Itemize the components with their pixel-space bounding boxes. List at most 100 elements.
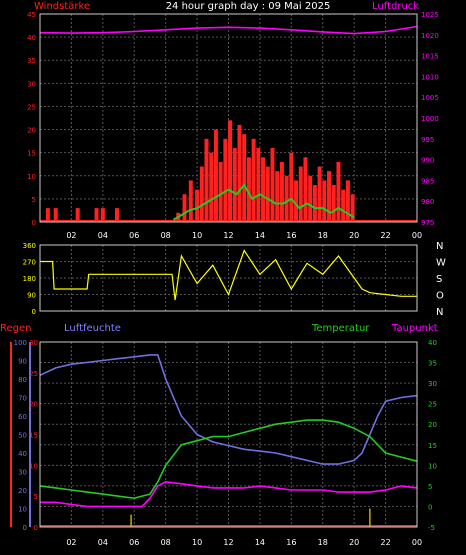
p3-xtick-22: 22 [380, 538, 390, 547]
p1-xtick-00: 00 [412, 231, 422, 240]
p3-xtick-08: 08 [161, 538, 171, 547]
wind-tick-25: 25 [27, 103, 36, 111]
p1-xtick-14: 14 [255, 231, 265, 240]
p3-xtick-16: 16 [286, 538, 296, 547]
temperature-line [39, 419, 418, 500]
humidity-tick-70: 70 [18, 395, 27, 403]
temp-tick-5: 5 [428, 483, 432, 491]
humidity-tick-90: 90 [18, 358, 27, 366]
wind-bar-36 [322, 180, 327, 222]
p3-xtick-02: 02 [66, 538, 76, 547]
wind-bar-26 [275, 171, 280, 222]
rain-tick-10: 10 [29, 462, 38, 470]
luftfeuchte-label: Luftfeuchte [64, 323, 121, 334]
compass-W-1: W [436, 258, 446, 269]
wind-tick-40: 40 [27, 34, 36, 42]
pressure-tick-985: 985 [421, 177, 434, 185]
text-layer: 24 hour graph day : 09 Mai 2025 Windstär… [0, 1, 438, 334]
rain-tick-20: 20 [29, 401, 38, 409]
regen-label: Regen [0, 323, 32, 334]
pressure-tick-1020: 1020 [421, 32, 439, 40]
wind-bar-42 [350, 194, 355, 222]
wind-bar-33 [308, 175, 313, 222]
chart-title: 24 hour graph day : 09 Mai 2025 [166, 1, 331, 12]
temp-tick-30: 30 [428, 380, 437, 388]
pressure-tick-1005: 1005 [421, 94, 439, 102]
temp-tick-15: 15 [428, 442, 437, 450]
p3-xtick-10: 10 [192, 538, 202, 547]
wind-bar-21 [251, 138, 256, 222]
p1-xtick-02: 02 [66, 231, 76, 240]
compass-N-4: N [436, 307, 443, 318]
p1-xtick-16: 16 [286, 231, 296, 240]
wind-bar-30 [294, 180, 299, 222]
wind-bar-40 [341, 189, 346, 222]
p3-xtick-14: 14 [255, 538, 265, 547]
grid-layer [40, 14, 418, 527]
wind-tick-30: 30 [27, 80, 36, 88]
wind-bar-4 [100, 208, 105, 222]
rain-tick-0: 0 [34, 524, 38, 532]
wind-bar-29 [289, 152, 294, 222]
winddir-tick-90: 90 [27, 292, 36, 300]
humidity-tick-40: 40 [18, 450, 27, 458]
p3-xtick-18: 18 [318, 538, 328, 547]
compass-N-0: N [436, 241, 443, 252]
temp-tick-35: 35 [428, 360, 437, 368]
pressure-tick-995: 995 [421, 136, 434, 144]
wind-bar-31 [298, 166, 303, 222]
rain-tick-15: 15 [29, 432, 38, 440]
panel-temp-frame [39, 341, 418, 528]
wind-bar-12 [209, 152, 214, 222]
pressure-tick-975: 975 [421, 219, 434, 227]
rain-tick-25: 25 [29, 370, 38, 378]
p3-xtick-20: 20 [349, 538, 359, 547]
series-layer [39, 25, 418, 527]
p1-xtick-12: 12 [223, 231, 233, 240]
taupunkt-label: Taupunkt [391, 323, 438, 334]
wind-bar-17 [232, 148, 237, 222]
wind-bar-20 [246, 157, 251, 222]
windstaerke-label: Windstärke [34, 1, 90, 12]
wind-direction-line [40, 249, 417, 301]
wind-bar-15 [223, 138, 228, 222]
wind-bar-14 [218, 161, 223, 222]
wind-bar-22 [256, 148, 261, 222]
p3-xtick-00: 00 [412, 538, 422, 547]
wind-avg-line [172, 183, 355, 221]
wind-bar-5 [114, 208, 119, 222]
temp-tick-20: 20 [428, 421, 437, 429]
wind-bar-9 [195, 189, 200, 222]
p1-xtick-04: 04 [98, 231, 108, 240]
wind-tick-10: 10 [27, 173, 36, 181]
panel-wind-frame [39, 13, 418, 223]
pressure-line [39, 25, 418, 35]
pressure-tick-990: 990 [421, 157, 434, 165]
wind-bar-41 [345, 180, 350, 222]
p1-xtick-06: 06 [129, 231, 139, 240]
humidity-tick-50: 50 [18, 432, 27, 440]
humidity-tick-10: 10 [18, 506, 27, 514]
wind-bar-24 [265, 166, 270, 222]
humidity-tick-100: 100 [14, 339, 27, 347]
wind-tick-0: 0 [32, 219, 36, 227]
winddir-tick-360: 360 [23, 242, 36, 250]
wind-bar-32 [303, 157, 308, 222]
p1-xtick-10: 10 [192, 231, 202, 240]
wind-bar-25 [270, 148, 275, 222]
temperatur-label: Temperatur [311, 323, 370, 334]
pressure-tick-1015: 1015 [421, 53, 439, 61]
compass-S-2: S [436, 274, 442, 285]
pressure-tick-980: 980 [421, 198, 434, 206]
wind-bar-23 [261, 157, 266, 222]
temp-tick-25: 25 [428, 401, 437, 409]
humidity-tick-30: 30 [18, 469, 27, 477]
wind-bar-3 [94, 208, 99, 222]
humidity-tick-20: 20 [18, 487, 27, 495]
wind-bar-8 [188, 180, 193, 222]
wind-bar-2 [75, 208, 80, 222]
wind-bar-35 [317, 166, 322, 222]
rain-tick-5: 5 [34, 493, 38, 501]
panel-winddir-frame [39, 244, 418, 312]
